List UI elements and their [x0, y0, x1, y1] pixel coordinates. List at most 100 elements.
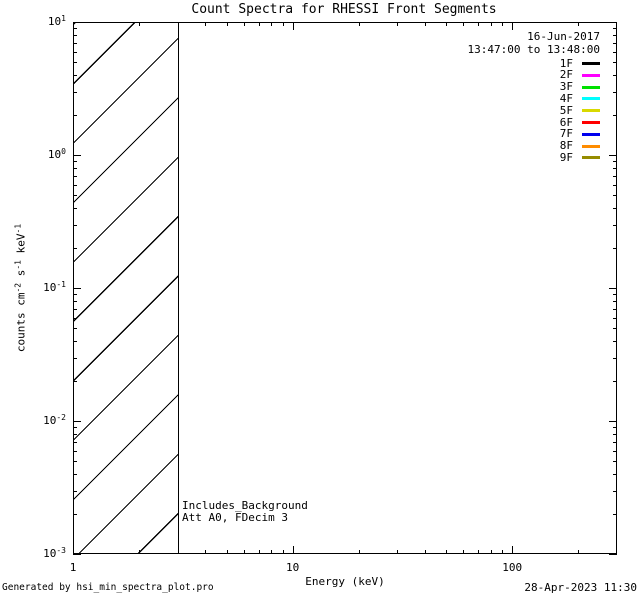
- legend-label: 5F: [559, 103, 573, 117]
- x-axis-minor-tick: [283, 22, 284, 26]
- x-axis-minor-tick: [578, 22, 579, 26]
- x-axis-minor-tick: [227, 550, 228, 554]
- y-axis-minor-tick: [73, 451, 77, 452]
- x-axis-minor-tick: [359, 550, 360, 554]
- y-axis-title-exponent: -1: [13, 223, 23, 234]
- y-axis-minor-tick: [73, 442, 77, 443]
- y-axis-major-tick: [609, 155, 617, 156]
- legend-entry-6f: 6F: [559, 115, 600, 129]
- y-axis-minor-tick: [73, 225, 77, 226]
- y-axis-minor-tick: [613, 195, 617, 196]
- legend-label: 7F: [559, 127, 573, 141]
- legend-label: 6F: [559, 115, 573, 129]
- hatched-region: [74, 23, 179, 553]
- plot-area: [73, 22, 617, 554]
- x-axis-major-tick: [73, 546, 74, 554]
- y-axis-minor-tick: [73, 35, 77, 36]
- x-axis-minor-tick: [359, 22, 360, 26]
- y-axis-minor-tick: [73, 28, 77, 29]
- x-axis-major-tick: [293, 546, 294, 554]
- x-axis-minor-tick: [271, 550, 272, 554]
- x-axis-minor-tick: [478, 550, 479, 554]
- legend-entry-1f: 1F: [560, 57, 600, 70]
- y-axis-minor-tick: [613, 225, 617, 226]
- y-axis-minor-tick: [73, 427, 77, 428]
- y-axis-minor-tick: [613, 185, 617, 186]
- y-axis-minor-tick: [73, 294, 77, 295]
- y-axis-major-tick: [73, 554, 81, 555]
- y-axis-minor-tick: [73, 434, 77, 435]
- y-axis-minor-tick: [73, 514, 77, 515]
- y-axis-minor-tick: [73, 43, 77, 44]
- y-axis-minor-tick: [73, 358, 77, 359]
- y-axis-minor-tick: [613, 168, 617, 169]
- x-axis-minor-tick: [502, 550, 503, 554]
- y-tick-exponent: -3: [56, 546, 66, 555]
- y-axis-major-tick: [609, 421, 617, 422]
- y-axis-minor-tick: [73, 176, 77, 177]
- y-tick-label: 10-1: [43, 280, 66, 295]
- y-tick-base: 10: [43, 281, 57, 294]
- x-axis-minor-tick: [244, 22, 245, 26]
- y-axis-minor-tick: [613, 62, 617, 63]
- y-tick-exponent: -2: [56, 413, 66, 422]
- y-axis-minor-tick: [73, 328, 77, 329]
- y-axis-minor-tick: [613, 358, 617, 359]
- x-axis-minor-tick: [397, 550, 398, 554]
- x-axis-minor-tick: [178, 550, 179, 554]
- y-axis-title-exponent: -1: [13, 260, 23, 270]
- legend-color-swatch: [582, 109, 600, 113]
- x-axis-minor-tick: [205, 22, 206, 26]
- generator-credit: Generated by hsi_min_spectra_plot.pro: [2, 582, 214, 593]
- x-axis-minor-tick: [491, 550, 492, 554]
- y-axis-minor-tick: [613, 341, 617, 342]
- y-axis-minor-tick: [73, 474, 77, 475]
- legend-label: 4F: [559, 91, 573, 105]
- y-axis-title-text: s: [14, 269, 28, 283]
- y-tick-label: 10-3: [43, 546, 66, 561]
- y-axis-minor-tick: [613, 176, 617, 177]
- chart-title: Count Spectra for RHESSI Front Segments: [191, 2, 497, 17]
- y-axis-minor-tick: [613, 461, 617, 462]
- legend-color-swatch: [582, 121, 600, 124]
- y-axis-major-tick: [609, 554, 617, 555]
- x-axis-minor-tick: [397, 22, 398, 26]
- y-axis-minor-tick: [73, 52, 77, 53]
- legend-label: 9F: [559, 150, 573, 164]
- x-tick-label: 100: [502, 561, 523, 574]
- y-axis-minor-tick: [613, 328, 617, 329]
- y-axis-minor-tick: [73, 208, 77, 209]
- y-axis-minor-tick: [73, 185, 77, 186]
- x-axis-major-tick: [512, 546, 513, 554]
- y-tick-exponent: 1: [61, 14, 66, 23]
- x-axis-minor-tick: [205, 550, 206, 554]
- legend-color-swatch: [582, 85, 600, 89]
- y-tick-label: 10-2: [43, 413, 66, 428]
- legend-color-swatch: [582, 97, 600, 101]
- y-axis-minor-tick: [613, 434, 617, 435]
- y-axis-minor-tick: [613, 474, 617, 475]
- y-axis-minor-tick: [73, 309, 77, 310]
- y-tick-base: 10: [43, 414, 57, 427]
- y-axis-minor-tick: [613, 442, 617, 443]
- legend-entry-3f: 3F: [560, 81, 600, 93]
- x-axis-minor-tick: [259, 550, 260, 554]
- legend-entry-9f: 9F: [559, 150, 600, 164]
- y-axis-minor-tick: [613, 318, 617, 319]
- y-axis-minor-tick: [73, 301, 77, 302]
- y-axis-minor-tick: [73, 381, 77, 382]
- x-axis-minor-tick: [491, 22, 492, 26]
- y-axis-title-text: counts cm: [14, 292, 28, 353]
- x-axis-minor-tick: [139, 550, 140, 554]
- x-axis-major-tick: [293, 22, 294, 30]
- y-axis-minor-tick: [73, 341, 77, 342]
- y-axis-minor-tick: [613, 514, 617, 515]
- y-tick-base: 10: [43, 547, 57, 560]
- time-range-label: 13:47:00 to 13:48:00: [467, 43, 600, 56]
- x-axis-minor-tick: [227, 22, 228, 26]
- y-axis-minor-tick: [613, 381, 617, 382]
- annotation-includes-background: Includes_Background: [182, 499, 308, 512]
- y-axis-minor-tick: [613, 43, 617, 44]
- x-axis-minor-tick: [425, 550, 426, 554]
